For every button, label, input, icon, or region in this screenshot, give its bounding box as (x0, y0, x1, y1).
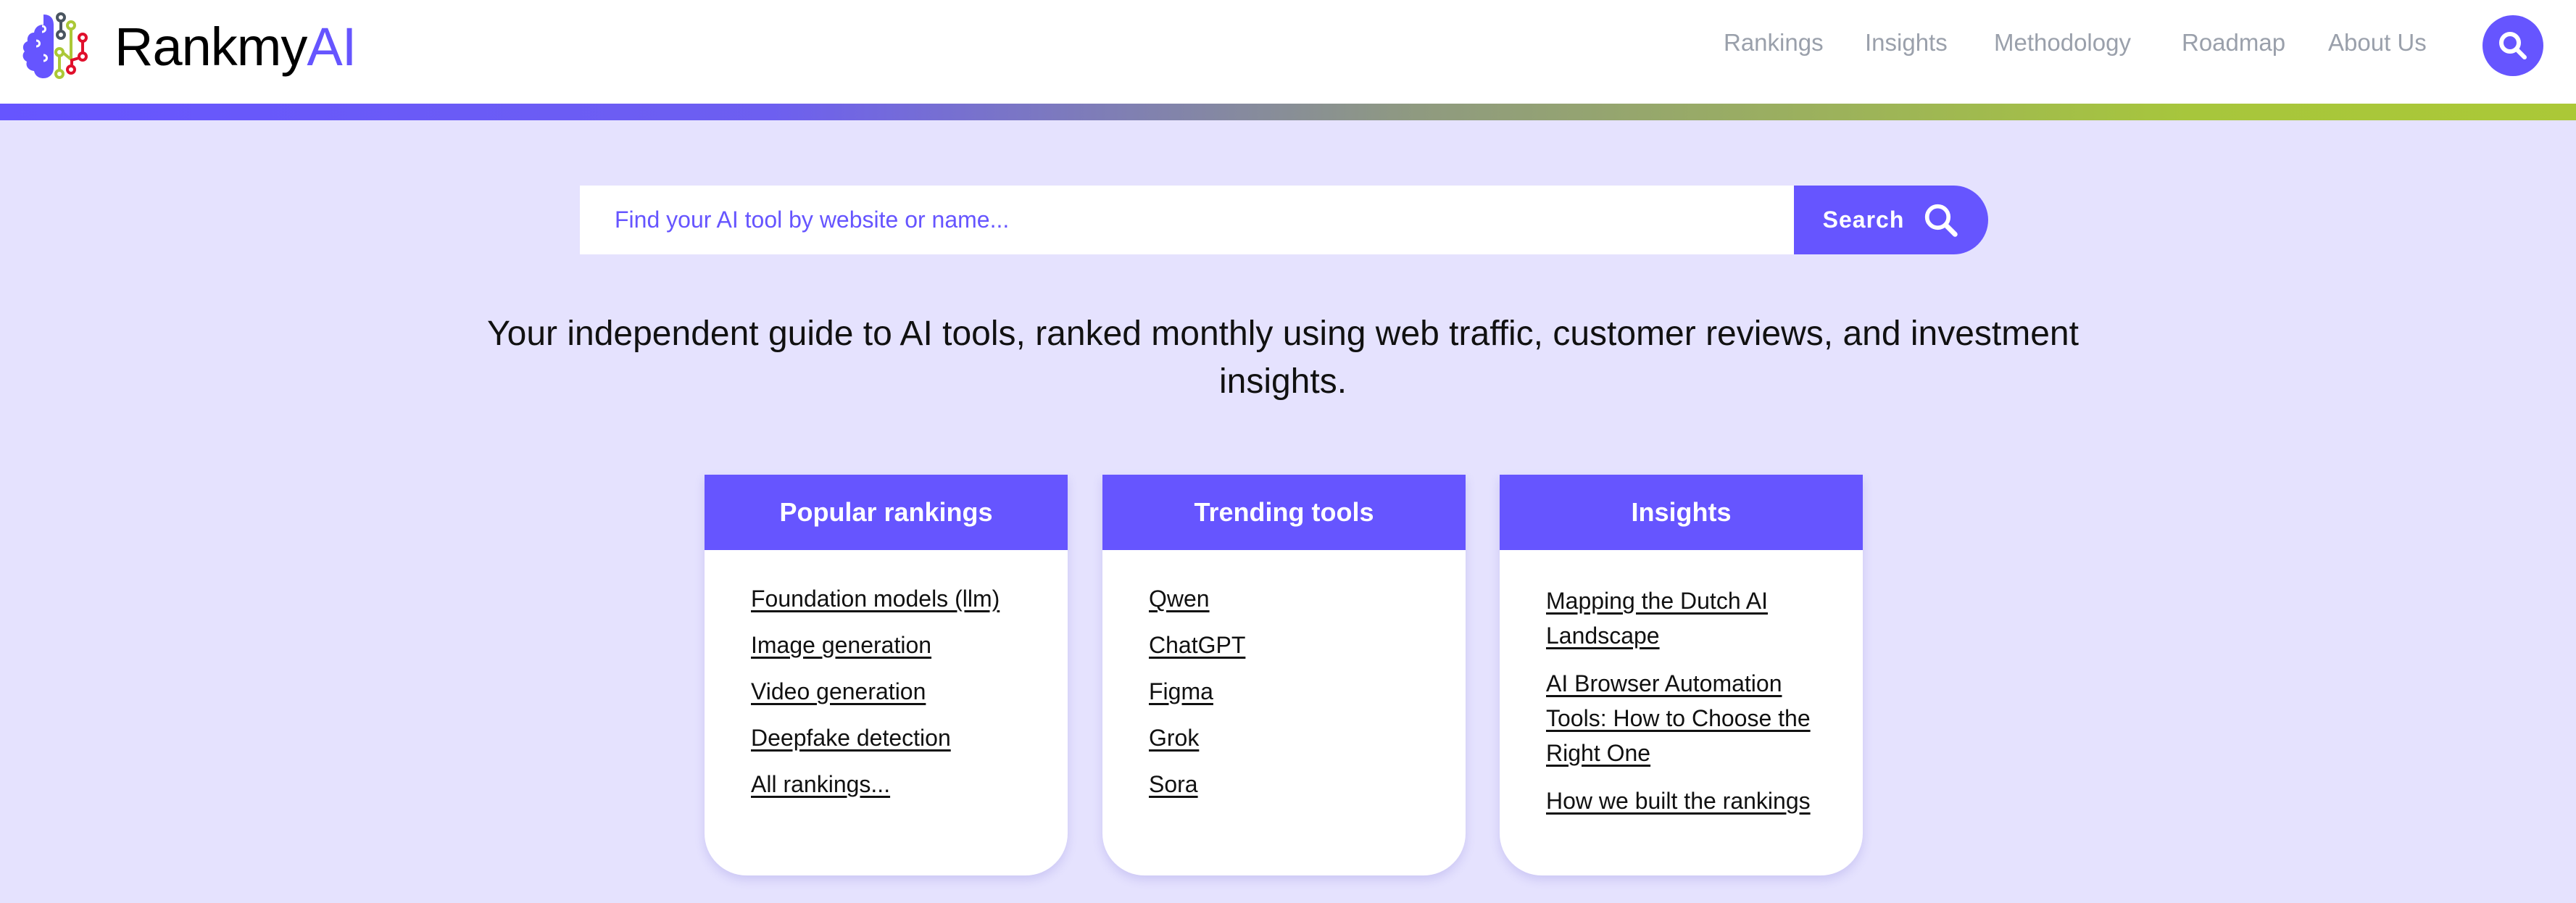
link-chatgpt[interactable]: ChatGPT (1149, 632, 1246, 658)
search-button-label: Search (1822, 207, 1905, 233)
header-gradient-bar (0, 104, 2576, 120)
brand-name-main: Rankmy (115, 16, 307, 77)
brand-name: RankmyAI (115, 16, 357, 78)
link-grok[interactable]: Grok (1149, 725, 1200, 751)
nav-about-us[interactable]: About Us (2328, 29, 2427, 56)
search-form: Search (580, 186, 1988, 254)
link-video-generation[interactable]: Video generation (751, 678, 926, 704)
card-title: Trending tools (1102, 475, 1466, 550)
header-search-button[interactable] (2482, 15, 2543, 76)
card-insights: Insights Mapping the Dutch AI Landscape … (1500, 475, 1863, 875)
link-how-we-built-rankings[interactable]: How we built the rankings (1546, 788, 1811, 814)
nav-rankings[interactable]: Rankings (1724, 29, 1824, 56)
search-icon (1925, 204, 1958, 237)
nav-roadmap[interactable]: Roadmap (2182, 29, 2286, 56)
search-button[interactable]: Search (1794, 186, 1988, 254)
search-input[interactable] (580, 186, 1794, 254)
link-deepfake-detection[interactable]: Deepfake detection (751, 725, 951, 751)
card-popular-rankings: Popular rankings Foundation models (llm)… (705, 475, 1068, 875)
link-sora[interactable]: Sora (1149, 771, 1198, 797)
link-figma[interactable]: Figma (1149, 678, 1213, 704)
site-header: RankmyAI Rankings Insights Methodology R… (0, 0, 2576, 104)
nav-insights[interactable]: Insights (1865, 29, 1948, 56)
link-browser-automation-tools[interactable]: AI Browser Automation Tools: How to Choo… (1546, 670, 1811, 766)
tagline: Your independent guide to AI tools, rank… (487, 315, 2079, 401)
logo[interactable]: RankmyAI (22, 12, 357, 81)
link-all-rankings[interactable]: All rankings... (751, 771, 891, 797)
link-dutch-ai-landscape[interactable]: Mapping the Dutch AI Landscape (1546, 588, 1768, 649)
link-qwen[interactable]: Qwen (1149, 586, 1210, 612)
card-title: Popular rankings (705, 475, 1068, 550)
nav-methodology[interactable]: Methodology (1994, 29, 2131, 56)
search-icon (2499, 32, 2527, 59)
brain-circuit-logo-icon (22, 12, 88, 79)
link-image-generation[interactable]: Image generation (751, 632, 932, 658)
brand-name-accent: AI (307, 16, 357, 77)
link-foundation-models[interactable]: Foundation models (llm) (751, 586, 1000, 612)
card-trending-tools: Trending tools Qwen ChatGPT Figma Grok S… (1102, 475, 1466, 875)
card-title: Insights (1500, 475, 1863, 550)
